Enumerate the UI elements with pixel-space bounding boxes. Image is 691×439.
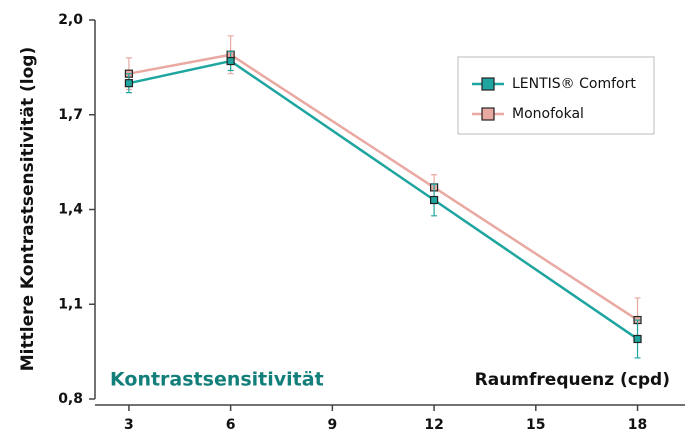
y-tick-label: 1,1 xyxy=(58,296,83,312)
y-tick-label: 0,8 xyxy=(58,391,83,407)
y-tick-label: 1,4 xyxy=(58,202,83,218)
point xyxy=(124,79,134,88)
x-tick-label: 6 xyxy=(226,417,236,433)
legend-label: LENTIS® Comfort xyxy=(512,76,636,92)
series-line xyxy=(128,53,639,322)
legend-label: Monofokal xyxy=(512,106,584,122)
x-tick-label: 3 xyxy=(124,417,134,433)
point xyxy=(226,56,235,66)
legend-marker xyxy=(481,107,495,121)
x-tick-label: 9 xyxy=(327,417,337,433)
series-line xyxy=(128,59,639,341)
point xyxy=(633,334,642,344)
y-tick-label: 2,0 xyxy=(58,12,83,28)
legend-box xyxy=(457,56,655,135)
y-axis-label: Mittlere Kontrastsensitivität (log) xyxy=(18,47,38,372)
x-axis-label: Raumfrequenz (cpd) xyxy=(475,370,670,390)
x-tick-label: 12 xyxy=(424,417,443,433)
point xyxy=(429,195,439,205)
x-tick-label: 18 xyxy=(628,417,647,433)
x-tick-label: 15 xyxy=(526,417,545,433)
y-tick-label: 1,7 xyxy=(58,107,83,123)
legend-marker xyxy=(481,77,495,91)
annotation: Kontrastsensitivität xyxy=(110,369,324,391)
